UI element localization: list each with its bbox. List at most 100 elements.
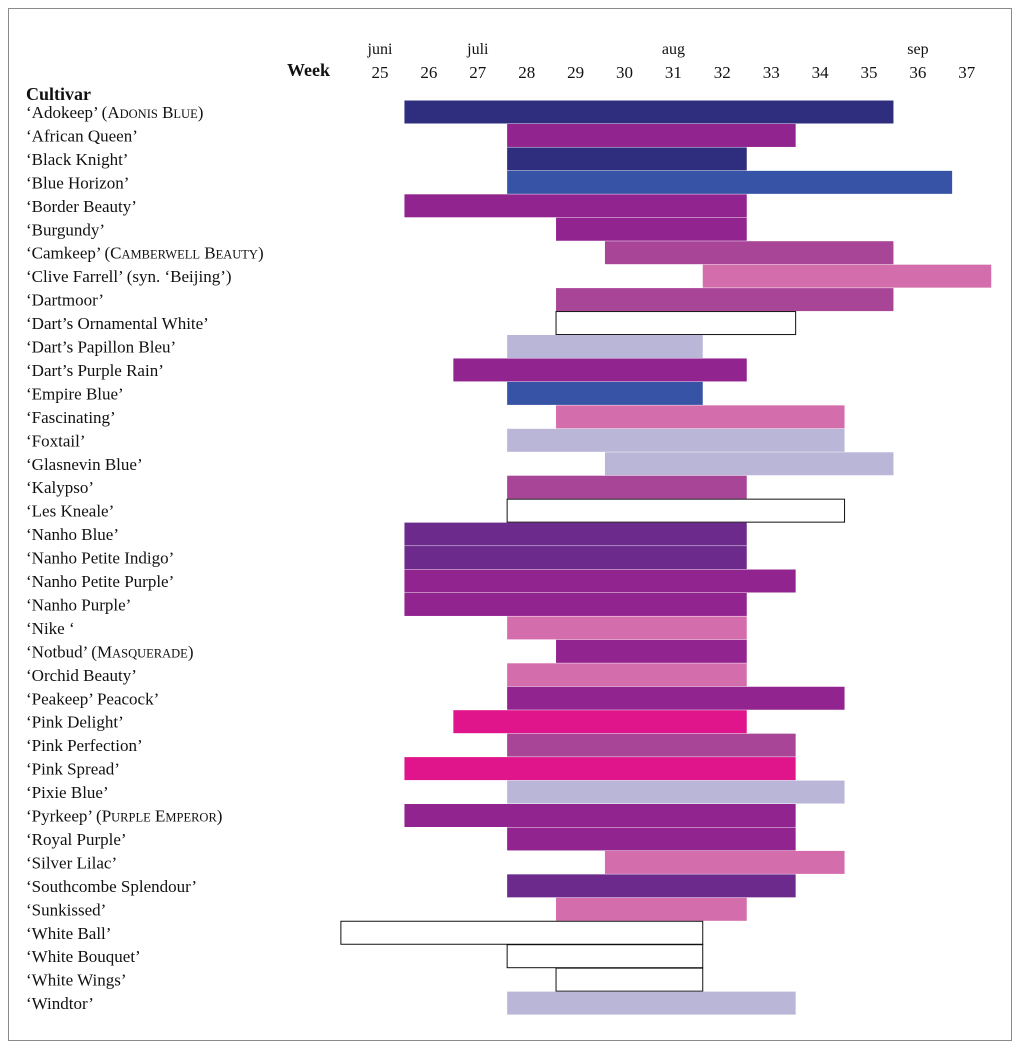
cultivar-label: ‘Foxtail’	[26, 431, 86, 450]
cultivar-bar	[702, 264, 992, 288]
cultivar-label: ‘Pink Spread’	[26, 760, 120, 779]
cultivar-label: ‘Blue Horizon’	[26, 173, 129, 192]
week-header: Week	[287, 60, 330, 80]
cultivar-bar	[556, 405, 845, 429]
cultivar-label: ‘Nanho Petite Purple’	[26, 572, 174, 591]
cultivar-bar	[404, 757, 796, 781]
cultivar-bar	[507, 663, 747, 687]
cultivar-label: ‘Dart’s Papillon Bleu’	[26, 338, 176, 357]
cultivar-bar	[556, 288, 894, 312]
week-tick-label: 31	[665, 63, 682, 82]
cultivar-bar	[404, 804, 796, 827]
cultivar-bar	[507, 335, 703, 358]
week-tick-label: 28	[518, 63, 535, 82]
cultivar-label: ‘Pixie Blue’	[26, 783, 109, 802]
cultivar-bar	[507, 874, 796, 898]
cultivar-bar	[507, 733, 796, 757]
cultivar-bar	[604, 452, 894, 476]
cultivar-bar	[507, 686, 845, 710]
cultivar-label: ‘Burgundy’	[26, 220, 105, 239]
cultivar-bar	[506, 944, 704, 969]
cultivar-bar	[507, 780, 845, 804]
week-tick-labels: 25 26 27 28 29 30 31 32 33 34 35 36 37	[372, 63, 976, 82]
cultivar-label: ‘White Bouquet’	[26, 947, 141, 966]
month-label: juni	[367, 41, 393, 58]
month-labels: juni juli aug sep	[367, 41, 929, 58]
month-label: sep	[907, 41, 928, 58]
cultivar-bar	[507, 827, 796, 851]
bars	[340, 100, 992, 1015]
week-tick-label: 25	[372, 63, 389, 82]
cultivar-bar	[340, 920, 704, 945]
cultivar-bar	[556, 217, 747, 241]
cultivar-bar	[404, 100, 894, 124]
cultivar-label: ‘White Wings’	[26, 971, 127, 990]
week-tick-label: 35	[861, 63, 878, 82]
cultivar-label: ‘Royal Purple’	[26, 830, 127, 849]
cultivar-label: ‘Southcombe Splendour’	[26, 877, 197, 896]
week-tick-label: 26	[420, 63, 437, 82]
cultivar-bar	[604, 241, 894, 265]
cultivar-label: ‘Nanho Blue’	[26, 525, 119, 544]
week-tick-label: 30	[616, 63, 633, 82]
cultivar-bar	[556, 897, 747, 921]
cultivar-label: ‘Dart’s Purple Rain’	[26, 361, 164, 380]
week-tick-label: 27	[469, 63, 487, 82]
month-label: aug	[662, 41, 685, 58]
cultivar-label: ‘Glasnevin Blue’	[26, 455, 143, 474]
cultivar-bar	[453, 710, 747, 734]
cultivar-label: ‘Dart’s Ornamental White’	[26, 314, 209, 333]
cultivar-label: ‘Windtor’	[26, 994, 94, 1013]
cultivar-label: ‘Sunkissed’	[26, 900, 106, 919]
cultivar-bar	[507, 381, 703, 405]
cultivar-bar	[604, 850, 845, 874]
cultivar-bar	[555, 967, 704, 992]
cultivar-bar	[507, 170, 953, 194]
cultivar-label: ‘Adokeep’ (ADONIS BLUE)	[26, 103, 203, 122]
cultivar-label: ‘Pink Delight’	[26, 713, 124, 732]
cultivar-label: ‘Empire Blue’	[26, 384, 124, 403]
cultivar-bar	[453, 358, 747, 382]
cultivar-label: ‘Silver Lilac’	[26, 853, 117, 872]
cultivar-label: ‘Peakeep’ Peacock’	[26, 689, 159, 708]
cultivar-label: ‘Notbud’ (MASQUERADE)	[26, 642, 193, 661]
cultivar-header: Cultivar	[26, 84, 91, 104]
cultivar-label: ‘Pyrkeep’ (PURPLE EMPEROR)	[26, 807, 222, 826]
cultivar-label: ‘Nanho Petite Indigo’	[26, 549, 174, 568]
week-tick-label: 32	[714, 63, 731, 82]
cultivar-bar	[507, 991, 796, 1015]
cultivar-label: ‘Pink Perfection’	[26, 736, 143, 755]
cultivar-bar	[507, 147, 747, 171]
cultivar-bar	[404, 592, 747, 616]
week-tick-label: 36	[909, 63, 926, 82]
cultivar-label: ‘Black Knight’	[26, 150, 128, 169]
cultivar-label: ‘Dartmoor’	[26, 291, 104, 310]
cultivar-bar	[556, 639, 747, 663]
week-tick-label: 34	[812, 63, 830, 82]
week-tick-label: 37	[958, 63, 976, 82]
cultivar-bar	[506, 498, 846, 523]
cultivar-label: ‘Nike ‘	[26, 619, 75, 638]
cultivar-bar	[507, 428, 845, 452]
cultivar-label: ‘Camkeep’ (CAMBERWELL BEAUTY)	[26, 244, 264, 263]
cultivar-bar	[507, 616, 747, 640]
cultivar-bar	[404, 522, 747, 546]
week-tick-label: 33	[763, 63, 780, 82]
cultivar-bar	[404, 194, 747, 218]
cultivar-label: ‘Nanho Purple’	[26, 595, 131, 614]
week-tick-label: 29	[567, 63, 584, 82]
cultivar-label: ‘Border Beauty’	[26, 197, 137, 216]
month-label: juli	[466, 41, 489, 58]
cultivar-label: ‘Clive Farrell’ (syn. ‘Beijing’)	[26, 267, 232, 286]
cultivar-label: ‘White Ball’	[26, 924, 111, 943]
cultivar-bar	[507, 475, 747, 499]
cultivar-bar	[404, 569, 796, 593]
cultivar-bar	[555, 311, 797, 336]
cultivar-bar	[404, 546, 747, 570]
cultivar-labels: ‘Adokeep’ (ADONIS BLUE) ‘African Queen’ ‘B…	[26, 103, 264, 1013]
cultivar-label: ‘Kalypso’	[26, 478, 94, 497]
cultivar-label: ‘African Queen’	[26, 126, 138, 145]
cultivar-label: ‘Orchid Beauty’	[26, 666, 137, 685]
cultivar-bar	[507, 123, 796, 147]
